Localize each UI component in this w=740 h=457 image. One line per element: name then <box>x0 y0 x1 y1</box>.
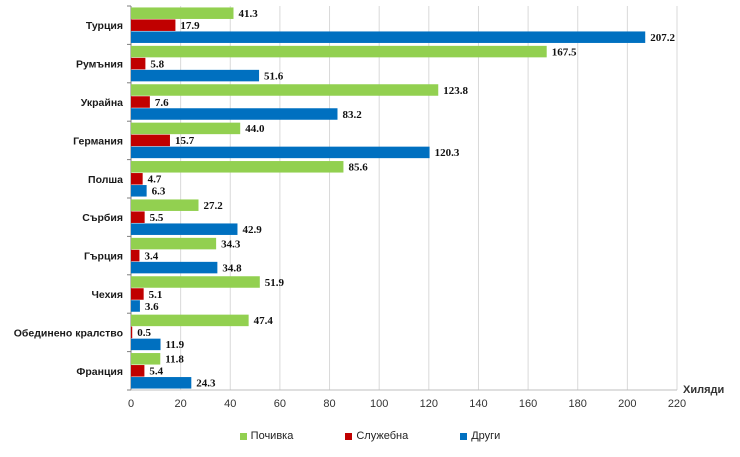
bar-1-3 <box>131 134 170 147</box>
x-tick-label: 140 <box>469 398 487 410</box>
data-label: 15.7 <box>175 135 195 147</box>
bar-2-8 <box>131 338 161 351</box>
data-label: 6.3 <box>152 186 166 198</box>
data-label: 51.6 <box>264 70 284 82</box>
legend-label-sluzhebna: Служебна <box>356 430 409 442</box>
data-label: 24.3 <box>196 378 216 390</box>
category-label: Турция <box>86 20 123 32</box>
category-label: Украйна <box>81 97 123 109</box>
bar-0-4 <box>131 161 344 173</box>
category-label: Сърбия <box>82 212 123 224</box>
bar-1-0 <box>131 19 176 31</box>
data-label: 7.6 <box>155 97 169 109</box>
bar-2-6 <box>131 261 218 274</box>
legend-label-pochivka: Почивка <box>250 430 294 442</box>
data-label: 41.3 <box>238 8 258 20</box>
bar-0-9 <box>131 353 161 365</box>
bar-2-7 <box>131 300 140 312</box>
x-tick-label: 40 <box>224 398 236 410</box>
bar-0-3 <box>131 122 241 135</box>
chart-legend: Почивка Служебна Други <box>0 430 740 442</box>
legend-item-pochivka: Почивка <box>239 430 294 442</box>
data-label: 27.2 <box>204 200 224 212</box>
data-label: 120.3 <box>435 147 460 159</box>
data-label: 167.5 <box>552 46 577 58</box>
data-label: 5.8 <box>150 58 164 70</box>
x-tick-label: 60 <box>274 398 286 410</box>
category-label: Германия <box>73 135 123 147</box>
data-label: 34.3 <box>221 238 241 250</box>
data-label: 123.8 <box>443 85 468 97</box>
category-label: Полша <box>88 174 123 186</box>
legend-swatch-pochivka <box>239 432 247 440</box>
legend-label-drugi: Други <box>471 430 501 442</box>
bar-1-4 <box>131 173 143 185</box>
x-tick-label: 220 <box>668 398 686 410</box>
bar-0-8 <box>131 314 249 327</box>
legend-swatch-sluzhebna <box>345 432 353 440</box>
bar-2-2 <box>131 108 338 120</box>
bar-0-0 <box>131 7 234 19</box>
data-label: 51.9 <box>265 277 285 289</box>
data-label: 17.9 <box>180 20 200 32</box>
bar-1-6 <box>131 249 140 262</box>
data-label: 207.2 <box>650 32 675 44</box>
category-label: Чехия <box>92 289 124 301</box>
data-label: 11.8 <box>165 354 184 366</box>
bar-1-7 <box>131 288 144 300</box>
data-label: 5.1 <box>149 289 163 301</box>
bar-2-1 <box>131 69 260 82</box>
x-axis-title: Хиляди <box>683 384 724 396</box>
bar-0-1 <box>131 45 547 58</box>
bar-1-2 <box>131 96 150 108</box>
bar-2-4 <box>131 185 147 197</box>
data-label: 4.7 <box>148 174 162 186</box>
bar-chart: 0 20 40 60 80 100 120 140 160 180 200 220 Турция 41.3… <box>14 5 724 410</box>
category-label: Гърция <box>84 251 123 263</box>
x-tick-label: 200 <box>618 398 636 410</box>
data-label: 83.2 <box>342 109 362 121</box>
legend-swatch-drugi <box>460 432 468 440</box>
data-label: 44.0 <box>245 123 265 135</box>
data-label: 42.9 <box>242 224 262 236</box>
x-tick-label: 20 <box>175 398 187 410</box>
bar-1-1 <box>131 57 146 70</box>
x-tick-label: 120 <box>420 398 438 410</box>
x-tick-label: 180 <box>569 398 587 410</box>
bar-2-0 <box>131 31 646 43</box>
bar-0-7 <box>131 276 260 288</box>
x-tick-label: 100 <box>370 398 388 410</box>
x-tick-label: 80 <box>323 398 335 410</box>
x-tick-label: 160 <box>519 398 537 410</box>
bar-0-6 <box>131 237 217 250</box>
bar-2-3 <box>131 146 430 159</box>
bar-0-2 <box>131 84 439 96</box>
category-label: Обединено кралство <box>14 327 123 339</box>
data-label: 11.9 <box>166 339 185 351</box>
legend-item-drugi: Други <box>460 430 500 442</box>
data-label: 3.6 <box>145 301 159 313</box>
category-label: Румъния <box>76 59 123 71</box>
category-label: Франция <box>76 366 123 378</box>
data-label: 34.8 <box>222 262 242 274</box>
bar-2-9 <box>131 377 192 389</box>
bar-1-9 <box>131 365 145 377</box>
x-tick-label: 0 <box>128 398 134 410</box>
data-label: 0.5 <box>137 327 151 339</box>
bar-1-8 <box>131 326 133 339</box>
data-label: 47.4 <box>254 315 274 327</box>
bar-0-5 <box>131 199 199 211</box>
bar-1-5 <box>131 211 145 223</box>
data-label: 5.5 <box>150 212 164 224</box>
legend-item-sluzhebna: Служебна <box>345 430 408 442</box>
data-label: 3.4 <box>144 250 158 262</box>
bar-2-5 <box>131 223 238 235</box>
data-label: 85.6 <box>348 162 368 174</box>
data-label: 5.4 <box>149 366 163 378</box>
